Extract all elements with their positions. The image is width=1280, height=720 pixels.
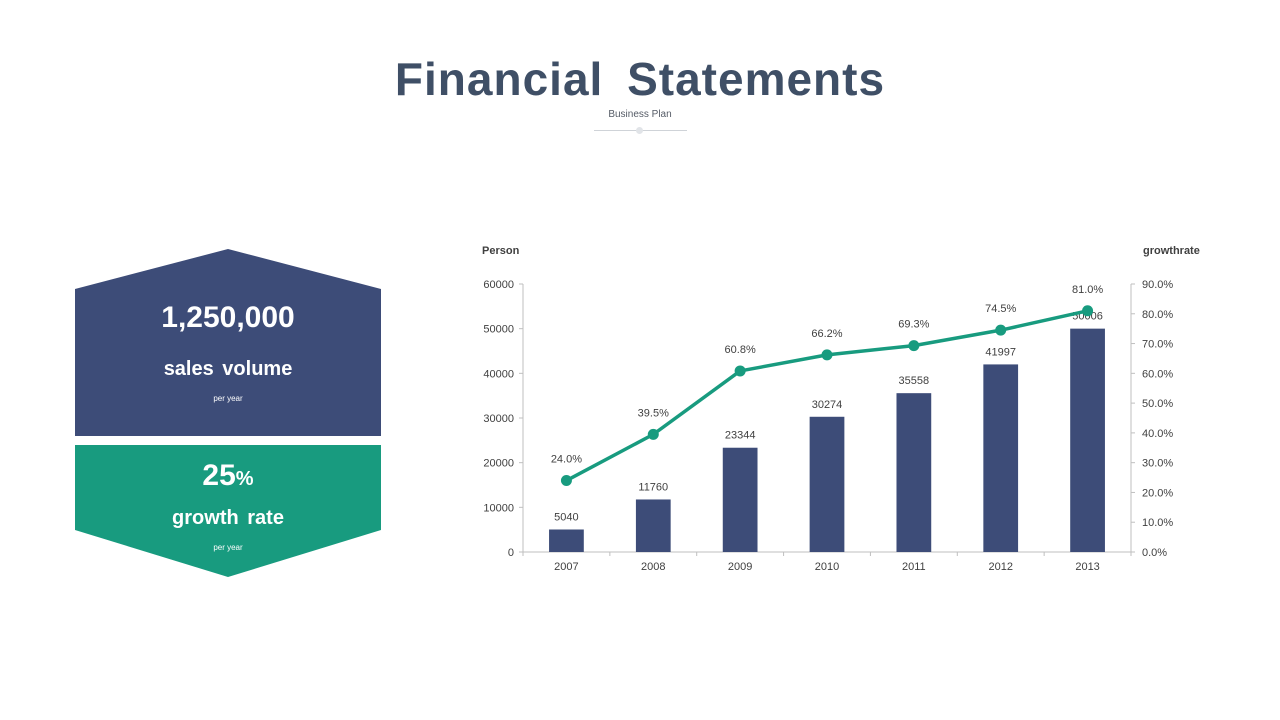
bar <box>809 416 845 552</box>
growth-rate-point <box>821 349 833 361</box>
y2-axis-tick-label: 50.0% <box>1142 398 1173 410</box>
growth-rate-point <box>1082 305 1094 317</box>
growth-rate-data-label: 81.0% <box>1072 284 1103 296</box>
x-axis-tick-label: 2008 <box>641 561 665 573</box>
sales-volume-value: 1,250,000 <box>161 301 295 334</box>
x-axis-tick-label: 2013 <box>1075 561 1099 573</box>
growth-rate-unit: % <box>235 468 254 490</box>
y-axis-tick-label: 30000 <box>483 413 514 425</box>
x-axis-tick-label: 2011 <box>902 561 926 573</box>
page-subtitle: Business Plan <box>608 109 672 120</box>
growth-rate-point <box>647 428 659 440</box>
bar-data-label: 41997 <box>985 346 1016 358</box>
y2-axis-tick-label: 20.0% <box>1142 487 1173 499</box>
growth-rate-data-label: 74.5% <box>985 303 1016 315</box>
y2-axis-tick-label: 40.0% <box>1142 428 1173 440</box>
growth-rate-data-label: 60.8% <box>725 344 756 356</box>
x-axis-tick-label: 2007 <box>554 561 578 573</box>
bar-data-label: 23344 <box>725 430 756 442</box>
bar-data-label: 11760 <box>638 481 668 493</box>
y-axis-tick-label: 40000 <box>483 368 514 380</box>
y2-axis-tick-label: 80.0% <box>1142 309 1173 321</box>
divider-dot <box>636 127 643 134</box>
y2-axis-tick-label: 10.0% <box>1142 517 1173 529</box>
growth-rate-point <box>908 340 920 352</box>
y-axis-tick-label: 50000 <box>483 324 514 336</box>
growth-rate-point <box>560 475 572 487</box>
growth-rate-number: 25 <box>202 459 236 492</box>
bar-data-label: 30274 <box>812 399 843 411</box>
bar <box>635 499 671 552</box>
x-axis-tick-label: 2012 <box>988 561 1012 573</box>
x-axis-tick-label: 2009 <box>728 561 752 573</box>
y-axis-tick-label: 0 <box>508 547 514 559</box>
y-axis-title: Person <box>482 245 520 257</box>
bar <box>896 393 932 552</box>
bar-data-label: 35558 <box>899 375 930 387</box>
y-axis-tick-label: 20000 <box>483 458 514 470</box>
growth-rate-data-label: 69.3% <box>898 319 929 331</box>
growth-rate-data-label: 66.2% <box>811 328 842 340</box>
growth-rate-data-label: 24.0% <box>551 454 582 466</box>
growth-rate-value: 25% <box>75 459 381 493</box>
sales-volume-label: sales volume <box>163 358 293 380</box>
y2-axis-tick-label: 0.0% <box>1142 547 1167 559</box>
growth-rate-point <box>734 365 746 377</box>
bar <box>1070 328 1105 552</box>
y2-axis-tick-label: 70.0% <box>1142 339 1173 351</box>
sales-volume-period: per year <box>213 394 243 403</box>
bar <box>549 529 584 552</box>
y2-axis-tick-label: 30.0% <box>1142 458 1173 470</box>
growth-rate-data-label: 39.5% <box>638 407 669 419</box>
growth-rate-label: growth rate <box>172 507 284 529</box>
y2-axis-title: growthrate <box>1143 245 1200 257</box>
y2-axis-tick-label: 90.0% <box>1142 279 1173 291</box>
page-title: Financial Statements <box>394 53 886 105</box>
bar-data-label: 5040 <box>554 511 578 523</box>
y-axis-tick-label: 60000 <box>483 279 514 291</box>
sales-volume-card: 1,250,000 sales volume per year <box>75 249 381 436</box>
y2-axis-tick-label: 60.0% <box>1142 368 1173 380</box>
y-axis-tick-label: 10000 <box>483 502 514 514</box>
bar <box>722 447 758 552</box>
bar <box>983 364 1019 552</box>
growth-rate-period: per year <box>213 543 243 552</box>
x-axis-tick-label: 2010 <box>815 561 839 573</box>
growth-rate-point <box>995 324 1007 336</box>
